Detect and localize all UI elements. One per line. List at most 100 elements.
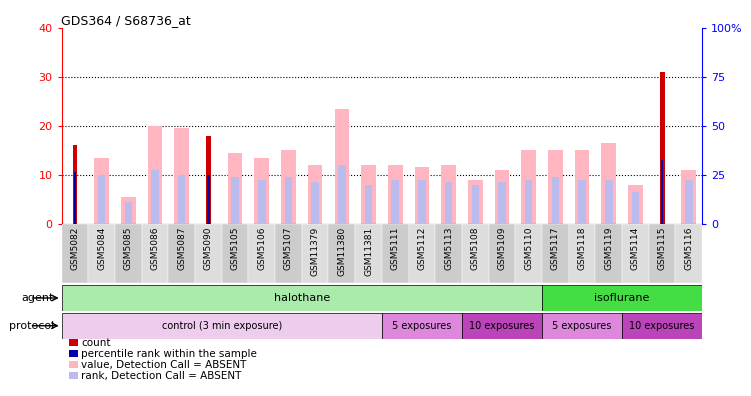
Text: GSM5113: GSM5113 <box>444 227 453 270</box>
Bar <box>249 224 275 283</box>
Text: agent: agent <box>22 293 54 303</box>
Bar <box>338 165 345 224</box>
Bar <box>207 175 210 224</box>
Bar <box>542 224 569 283</box>
Text: GSM11381: GSM11381 <box>364 227 373 276</box>
Text: GSM5108: GSM5108 <box>471 227 480 270</box>
Text: GSM5105: GSM5105 <box>231 227 240 270</box>
Text: GSM5116: GSM5116 <box>684 227 693 270</box>
Text: GSM5106: GSM5106 <box>258 227 267 270</box>
Text: 5 exposures: 5 exposures <box>553 321 612 331</box>
Bar <box>174 128 189 224</box>
Text: GSM5117: GSM5117 <box>551 227 560 270</box>
Bar <box>62 313 382 339</box>
Bar <box>334 109 349 224</box>
Bar <box>472 185 479 224</box>
Bar <box>659 72 665 224</box>
Text: control (3 min exposure): control (3 min exposure) <box>161 321 282 331</box>
Bar <box>121 197 136 224</box>
Text: GSM5115: GSM5115 <box>658 227 667 270</box>
Text: isoflurane: isoflurane <box>595 293 650 303</box>
Bar <box>62 224 89 283</box>
Bar <box>462 224 489 283</box>
Text: GSM11380: GSM11380 <box>337 227 346 276</box>
Bar <box>312 182 319 224</box>
Bar <box>285 177 292 224</box>
Bar <box>98 175 105 224</box>
Bar <box>521 150 536 224</box>
Text: percentile rank within the sample: percentile rank within the sample <box>81 348 257 359</box>
Text: 10 exposures: 10 exposures <box>629 321 695 331</box>
Bar <box>231 177 239 224</box>
Bar <box>281 150 296 224</box>
Bar <box>115 224 142 283</box>
Bar <box>355 224 382 283</box>
Bar <box>681 170 696 224</box>
Bar <box>275 224 302 283</box>
Bar <box>628 185 643 224</box>
Bar <box>365 185 372 224</box>
Bar <box>525 180 532 224</box>
Bar <box>361 165 376 224</box>
Bar <box>578 180 586 224</box>
Bar <box>148 126 162 224</box>
Bar <box>436 224 462 283</box>
Bar <box>442 165 456 224</box>
Bar <box>418 180 426 224</box>
Text: GSM5087: GSM5087 <box>177 227 186 270</box>
Text: GSM5107: GSM5107 <box>284 227 293 270</box>
Bar <box>552 177 559 224</box>
Bar <box>89 224 115 283</box>
Text: count: count <box>81 337 110 348</box>
Bar <box>228 153 243 224</box>
Bar <box>498 182 505 224</box>
Bar <box>142 224 168 283</box>
Text: rank, Detection Call = ABSENT: rank, Detection Call = ABSENT <box>81 371 242 381</box>
Bar <box>602 143 616 224</box>
Bar <box>151 170 158 224</box>
Bar <box>168 224 195 283</box>
Bar <box>596 224 622 283</box>
Bar <box>382 313 462 339</box>
Text: GSM5119: GSM5119 <box>605 227 614 270</box>
Text: GSM5086: GSM5086 <box>150 227 159 270</box>
Bar <box>462 313 542 339</box>
Bar <box>302 224 328 283</box>
Bar <box>409 224 436 283</box>
Bar <box>95 158 109 224</box>
Bar <box>649 224 675 283</box>
Bar <box>622 313 702 339</box>
Bar <box>74 172 77 224</box>
Bar <box>388 165 403 224</box>
Text: GSM5084: GSM5084 <box>97 227 106 270</box>
Bar <box>515 224 542 283</box>
Bar <box>542 313 622 339</box>
Text: GSM5085: GSM5085 <box>124 227 133 270</box>
Text: GSM11379: GSM11379 <box>311 227 320 276</box>
Bar <box>661 160 663 224</box>
Text: value, Detection Call = ABSENT: value, Detection Call = ABSENT <box>81 360 246 370</box>
Bar <box>685 180 692 224</box>
Bar <box>468 180 483 224</box>
Bar <box>391 180 399 224</box>
Bar <box>328 224 355 283</box>
Bar <box>206 135 211 224</box>
Text: GSM5082: GSM5082 <box>71 227 80 270</box>
Text: 5 exposures: 5 exposures <box>392 321 451 331</box>
Bar <box>605 180 613 224</box>
Bar <box>622 224 649 283</box>
Text: GSM5112: GSM5112 <box>418 227 427 270</box>
Bar <box>382 224 409 283</box>
Bar <box>308 165 322 224</box>
Bar <box>445 182 452 224</box>
Bar <box>178 175 185 224</box>
Text: GDS364 / S68736_at: GDS364 / S68736_at <box>61 13 191 27</box>
Bar <box>675 224 702 283</box>
Bar <box>255 158 269 224</box>
Text: GSM5109: GSM5109 <box>497 227 506 270</box>
Bar <box>548 150 562 224</box>
Text: 10 exposures: 10 exposures <box>469 321 535 331</box>
Bar <box>575 150 590 224</box>
Bar <box>569 224 596 283</box>
Text: halothane: halothane <box>273 293 330 303</box>
